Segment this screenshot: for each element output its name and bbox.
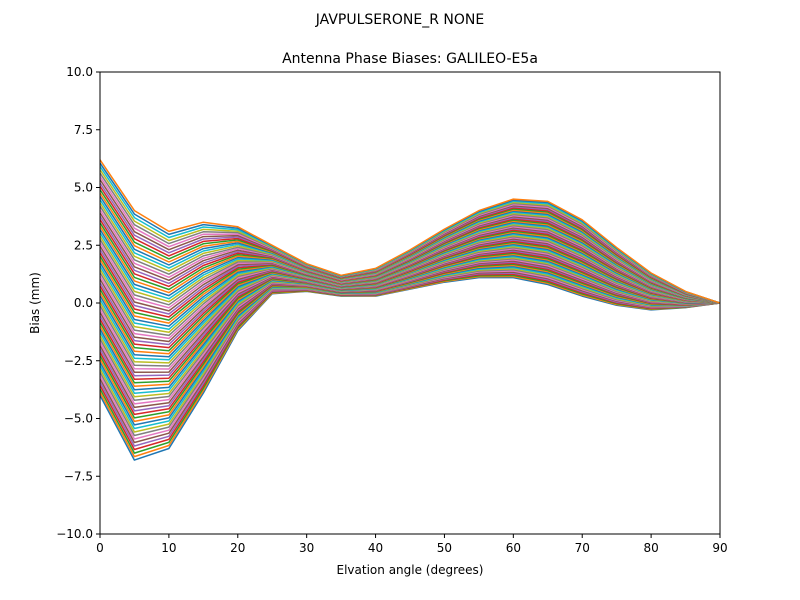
chart-suptitle: JAVPULSERONE_R NONE [315,12,484,28]
x-tick-label: 30 [299,541,314,555]
x-tick-label: 20 [230,541,245,555]
y-tick-label: −7.5 [64,469,93,483]
x-tick-label: 90 [712,541,727,555]
x-tick-label: 80 [643,541,658,555]
x-tick-label: 70 [575,541,590,555]
x-tick-label: 60 [506,541,521,555]
x-tick-label: 40 [368,541,383,555]
y-tick-label: −2.5 [64,354,93,368]
y-tick-label: 5.0 [74,181,93,195]
y-tick-label: 0.0 [74,296,93,310]
x-tick-label: 10 [161,541,176,555]
y-tick-label: 10.0 [66,65,93,79]
y-tick-label: −10.0 [56,527,93,541]
y-tick-label: 2.5 [74,238,93,252]
x-axis: 0 10 20 30 40 50 60 70 80 90 [96,534,728,555]
y-axis-label: Bias (mm) [28,272,42,334]
x-tick-label: 0 [96,541,104,555]
series-layer [100,159,720,461]
y-axis: 10.0 7.5 5.0 2.5 0.0 −2.5 −5.0 −7.5 −10.0 [56,65,100,541]
x-tick-label: 50 [437,541,452,555]
series-line [100,159,720,304]
y-tick-label: 7.5 [74,123,93,137]
x-axis-label: Elvation angle (degrees) [337,563,484,577]
chart-title: Antenna Phase Biases: GALILEO-E5a [282,51,538,67]
y-tick-label: −5.0 [64,412,93,426]
